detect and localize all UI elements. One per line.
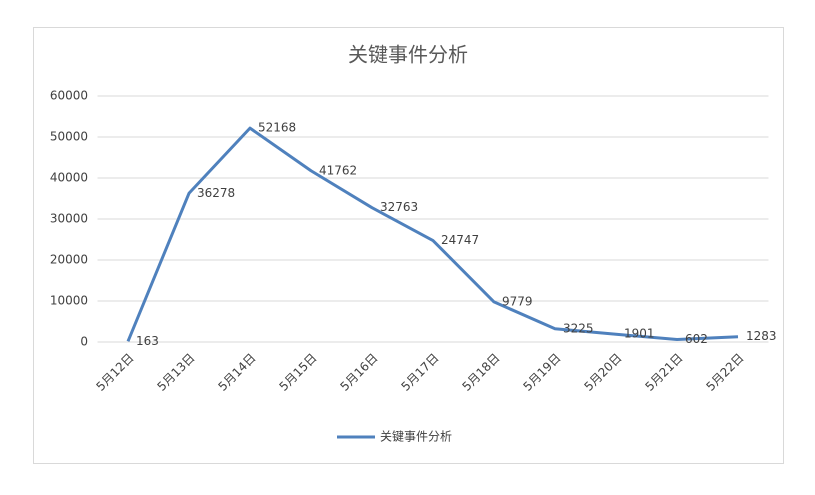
chart-title: 关键事件分析 [348, 43, 468, 67]
line [126, 126, 739, 342]
data-label: 163 [136, 334, 159, 348]
y-tick-label: 60000 [50, 89, 88, 103]
data-label: 3225 [563, 321, 594, 335]
data-label: 32763 [380, 200, 418, 214]
data-label: 52168 [258, 121, 296, 135]
data-label: 9779 [502, 294, 533, 308]
data-label: 602 [685, 332, 708, 346]
y-tick-label: 20000 [50, 253, 88, 267]
data-label: 41762 [319, 163, 357, 177]
y-tick-label: 30000 [50, 212, 88, 226]
data-label: 36278 [197, 186, 235, 200]
legend-label: 关键事件分析 [380, 430, 452, 444]
y-tick-label: 40000 [50, 171, 88, 185]
chart-frame [33, 27, 784, 464]
y-tick-label: 10000 [50, 294, 88, 308]
y-tick-label: 50000 [50, 130, 88, 144]
data-label: 1283 [746, 329, 777, 343]
data-label: 1901 [624, 327, 655, 341]
data-label: 24747 [441, 233, 479, 247]
y-tick-label: 0 [80, 335, 88, 349]
